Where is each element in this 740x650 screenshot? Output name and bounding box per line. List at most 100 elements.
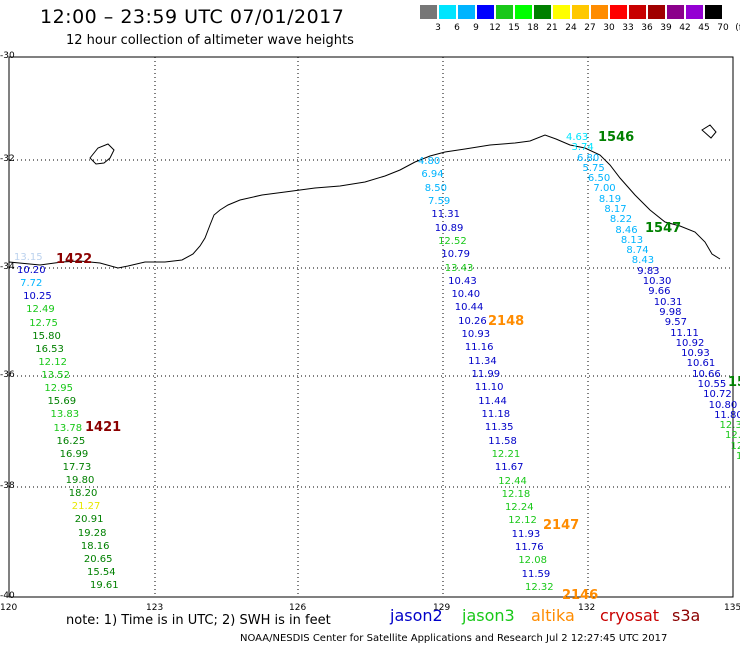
- longitude-label: 132: [578, 603, 596, 613]
- color-scale-label: 12: [489, 23, 501, 33]
- color-scale-label: 27: [584, 23, 596, 33]
- swh-value-label: 7.59: [428, 195, 451, 207]
- color-scale-label: 9: [473, 23, 479, 33]
- island-outline: [701, 124, 717, 139]
- swh-value-label: 12.95: [44, 383, 74, 395]
- color-swatch: [591, 5, 608, 19]
- swh-value-label: 19.80: [65, 475, 95, 487]
- pass-time-label: 1421: [85, 420, 122, 435]
- swh-value-label: 3.74: [571, 142, 594, 154]
- swh-value-label: 15.80: [32, 330, 61, 342]
- page-title: 12:00 – 23:59 UTC 07/01/2017: [40, 6, 345, 28]
- swh-value-label: 11.11: [670, 327, 699, 339]
- swh-value-label: 16.25: [56, 435, 86, 447]
- swh-value-label: 15.54: [86, 566, 116, 578]
- pass-time-label: 1547: [645, 221, 682, 236]
- swh-value-label: 7.00: [593, 183, 616, 195]
- swh-value-label: 10.92: [675, 337, 705, 349]
- swh-value-label: 12.08: [518, 555, 547, 567]
- latitude-label: -38: [0, 481, 15, 491]
- swh-value-label: 12.52: [438, 235, 467, 247]
- swh-value-label: 18.20: [68, 488, 98, 500]
- swh-value-label: 12: [730, 440, 740, 452]
- swh-value-label: 5.75: [582, 162, 605, 174]
- swh-value-label: 12.32: [525, 582, 554, 593]
- pass-time-label: 1546: [598, 130, 635, 145]
- swh-value-label: 11.76: [514, 542, 544, 554]
- swh-value-label: 10.25: [23, 291, 52, 303]
- swh-value-label: 8.43: [631, 255, 655, 267]
- swh-value-label: 8.50: [424, 182, 447, 194]
- legend-item-jason2: jason2: [390, 606, 443, 625]
- swh-value-label: 12.37: [719, 420, 740, 432]
- color-scale-label: 42: [679, 23, 691, 33]
- latitude-label: -40: [0, 591, 15, 601]
- color-swatch: [515, 5, 532, 19]
- swh-value-label: 18.16: [80, 540, 110, 552]
- color-swatch: [686, 5, 703, 19]
- swh-value-label: 9.83: [637, 265, 660, 277]
- swh-value-label: 11.67: [494, 462, 524, 474]
- color-scale-label: 33: [622, 23, 634, 33]
- latitude-label: -30: [0, 51, 15, 61]
- color-scale-label: 6: [454, 23, 460, 33]
- swh-value-label: 10.72: [703, 389, 732, 401]
- swh-value-label: 8.17: [604, 204, 627, 216]
- swh-value-label: 8.19: [598, 193, 622, 205]
- swh-value-label: 21.27: [71, 501, 101, 513]
- color-scale-label: 21: [546, 23, 558, 33]
- color-scale-label: 70: [717, 23, 729, 33]
- swh-value-label: 11.80: [714, 409, 740, 421]
- color-swatch: [496, 5, 513, 19]
- swh-value-label: 6.50: [587, 173, 611, 185]
- swh-value-label: 11.99: [471, 369, 501, 380]
- australia-coastline: [8, 134, 721, 269]
- swh-value-label: 13.15: [14, 252, 43, 263]
- swh-value-label: 20.91: [74, 514, 104, 526]
- pass-time-label: 1422: [56, 252, 93, 267]
- swh-value-label: 9.57: [664, 317, 687, 329]
- legend-item-altika: altika: [531, 606, 575, 625]
- swh-value-label: 13.83: [50, 409, 80, 421]
- color-swatch: [705, 5, 722, 19]
- color-swatch: [648, 5, 665, 19]
- color-swatch: [439, 5, 456, 19]
- swh-value-label: 12.24: [504, 502, 534, 514]
- color-swatch: [458, 5, 475, 19]
- swh-value-label: 11.58: [488, 435, 517, 447]
- swh-value-label: 4.80: [418, 156, 441, 167]
- swh-value-label: 13.52: [41, 370, 70, 382]
- swh-value-label: 8.46: [615, 224, 638, 236]
- color-swatch: [534, 5, 551, 19]
- color-scale-label: 15: [508, 23, 520, 33]
- longitude-label: 129: [433, 603, 451, 613]
- swh-value-label: 4.63: [566, 132, 589, 143]
- swh-value-label: 16.53: [35, 343, 64, 355]
- pass-time-label: 2147: [543, 518, 580, 533]
- color-swatch: [572, 5, 589, 19]
- color-swatch: [629, 5, 646, 19]
- swh-value-label: 12.49: [26, 304, 55, 316]
- map-frame: [8, 56, 734, 598]
- swh-value-label: 12.12: [38, 356, 67, 368]
- swh-value-label: 17.73: [62, 461, 92, 473]
- color-scale-label: 45: [698, 23, 710, 33]
- color-swatch: [420, 5, 437, 19]
- swh-value-label: 15.69: [47, 396, 77, 408]
- swh-value-label: 12.12: [508, 515, 537, 527]
- swh-value-label: 19.61: [90, 580, 119, 591]
- pass-time-label: 2148: [488, 314, 525, 329]
- latitude-label: -32: [0, 154, 15, 164]
- swh-value-label: 13.78: [53, 422, 83, 434]
- swh-value-label: 8.74: [626, 245, 649, 257]
- swh-value-label: 11.18: [481, 408, 511, 420]
- swh-value-label: 12.4: [725, 430, 740, 442]
- swh-value-label: 11.44: [478, 395, 507, 407]
- swh-value-label: 10.20: [17, 265, 46, 277]
- swh-value-label: 10.80: [708, 399, 738, 411]
- longitude-label: 120: [0, 603, 18, 613]
- legend-item-jason3: jason3: [462, 606, 515, 625]
- swh-value-label: 12.75: [29, 317, 58, 329]
- color-scale-label: 3: [435, 23, 441, 33]
